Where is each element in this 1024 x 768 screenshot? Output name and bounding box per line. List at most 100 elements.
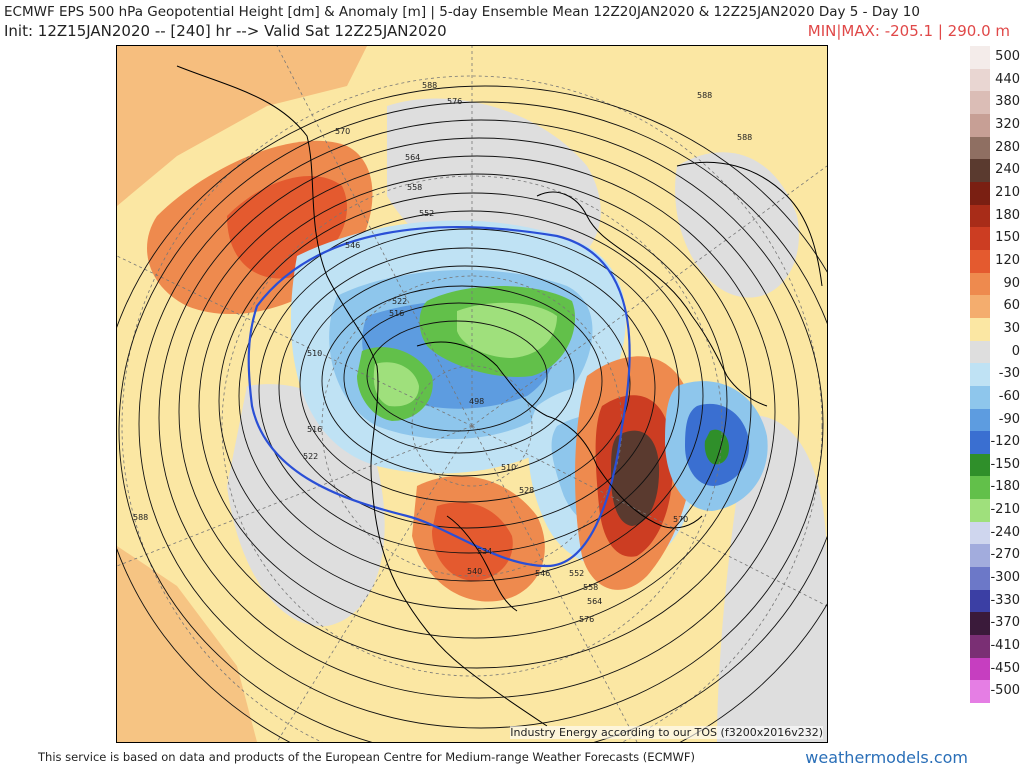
- legend-swatch: [970, 680, 990, 704]
- legend-label: -450: [990, 660, 1020, 676]
- legend-item: -300: [968, 567, 1020, 590]
- contour-label: 564: [587, 597, 602, 606]
- init-valid-line: Init: 12Z15JAN2020 -- [240] hr --> Valid…: [4, 22, 447, 40]
- legend-swatch: [970, 181, 990, 205]
- legend-item: 440: [968, 68, 1020, 92]
- legend-swatch: [970, 408, 990, 432]
- contour-label: 546: [535, 569, 550, 578]
- legend-item: -270: [968, 544, 1020, 568]
- legend-label: 150: [995, 230, 1020, 246]
- legend-swatch: [970, 113, 990, 137]
- legend-swatch: [970, 46, 990, 69]
- legend-item: -210: [968, 499, 1020, 522]
- anomaly-warm-sw: [117, 546, 257, 742]
- contour-label: 588: [737, 133, 752, 142]
- legend-swatch: [970, 635, 990, 658]
- legend-label: 320: [995, 116, 1020, 132]
- legend-label: 30: [1003, 320, 1020, 336]
- legend-item: -330: [968, 589, 1020, 613]
- legend-label: 120: [995, 252, 1020, 268]
- contour-label: 528: [519, 486, 534, 495]
- legend-label: -270: [990, 547, 1020, 563]
- contour-label: 588: [133, 513, 148, 522]
- legend-swatch: [970, 431, 990, 454]
- contour-label: 516: [389, 309, 404, 318]
- contour-label: 522: [303, 452, 318, 461]
- contour-label: 588: [422, 81, 437, 90]
- polar-map: 588 576 570 564 558 552 546 522 516 510 …: [117, 46, 827, 742]
- legend-item: 210: [968, 181, 1020, 205]
- legend-item: -30: [968, 363, 1020, 386]
- contour-label: 516: [307, 425, 322, 434]
- contour-label: 498: [469, 397, 484, 406]
- legend-item: -240: [968, 521, 1020, 545]
- legend-item: -120: [968, 431, 1020, 454]
- contour-label: 522: [392, 297, 407, 306]
- legend-label: -500: [990, 683, 1020, 699]
- legend-item: 500: [968, 46, 1020, 69]
- legend-label: -150: [990, 456, 1020, 472]
- highlight-contour: [247, 226, 631, 568]
- contour-labels: 588 576 570 564 558 552 546 522 516 510 …: [133, 81, 752, 624]
- legend-item: 150: [968, 227, 1020, 250]
- legend-label: -330: [990, 592, 1020, 608]
- legend-item: 180: [968, 204, 1020, 228]
- legend-swatch: [970, 340, 990, 364]
- legend-label: 380: [995, 94, 1020, 110]
- legend-swatch: [970, 204, 990, 228]
- contour-label: 570: [335, 127, 350, 136]
- legend-label: -370: [990, 615, 1020, 631]
- legend-swatch: [970, 249, 990, 273]
- contour-label: 540: [467, 567, 482, 576]
- legend-item: 380: [968, 91, 1020, 114]
- legend-label: 500: [995, 49, 1020, 64]
- legend-label: 90: [1003, 275, 1020, 291]
- brand-link[interactable]: weathermodels.com: [805, 748, 968, 767]
- legend-item: 0: [968, 340, 1020, 364]
- legend-label: -210: [990, 502, 1020, 518]
- legend-label: -30: [998, 366, 1020, 382]
- legend-label: -120: [990, 434, 1020, 450]
- legend-swatch: [970, 657, 990, 681]
- contour-label: 570: [673, 515, 688, 524]
- map-title: ECMWF EPS 500 hPa Geopotential Height [d…: [4, 4, 920, 20]
- legend-swatch: [970, 91, 990, 114]
- legend-item: -60: [968, 385, 1020, 409]
- legend-swatch: [970, 68, 990, 92]
- legend-swatch: [970, 453, 990, 477]
- contour-label: 576: [579, 615, 594, 624]
- coastlines: [176, 65, 823, 727]
- legend-item: 60: [968, 295, 1020, 318]
- footer-disclaimer: This service is based on data and produc…: [38, 750, 695, 764]
- legend-label: -410: [990, 638, 1020, 654]
- legend-item: 240: [968, 159, 1020, 182]
- legend-swatch: [970, 589, 990, 613]
- legend-item: -410: [968, 635, 1020, 658]
- legend-label: 60: [1003, 298, 1020, 314]
- legend-label: 0: [1011, 343, 1020, 359]
- legend-label: 240: [995, 162, 1020, 178]
- contour-label: 558: [583, 583, 598, 592]
- legend-label: 180: [995, 207, 1020, 223]
- contour-label: 552: [569, 569, 584, 578]
- height-contours: [117, 85, 827, 742]
- legend-swatch: [970, 544, 990, 568]
- legend-swatch: [970, 567, 990, 590]
- legend-label: 280: [995, 139, 1020, 155]
- legend-label: -180: [990, 479, 1020, 495]
- anomaly-neutral-ne: [675, 152, 799, 298]
- legend-item: 120: [968, 249, 1020, 273]
- legend-item: -450: [968, 657, 1020, 681]
- legend-swatch: [970, 317, 990, 341]
- contour-label: 564: [405, 153, 420, 162]
- legend-swatch: [970, 385, 990, 409]
- legend-label: -300: [990, 570, 1020, 586]
- legend-item: 320: [968, 113, 1020, 137]
- legend-swatch: [970, 521, 990, 545]
- legend-swatch: [970, 227, 990, 250]
- contour-label: 558: [407, 183, 422, 192]
- legend-item: 30: [968, 317, 1020, 341]
- legend-label: -90: [998, 411, 1020, 427]
- legend-item: 90: [968, 272, 1020, 296]
- legend-item: 280: [968, 136, 1020, 160]
